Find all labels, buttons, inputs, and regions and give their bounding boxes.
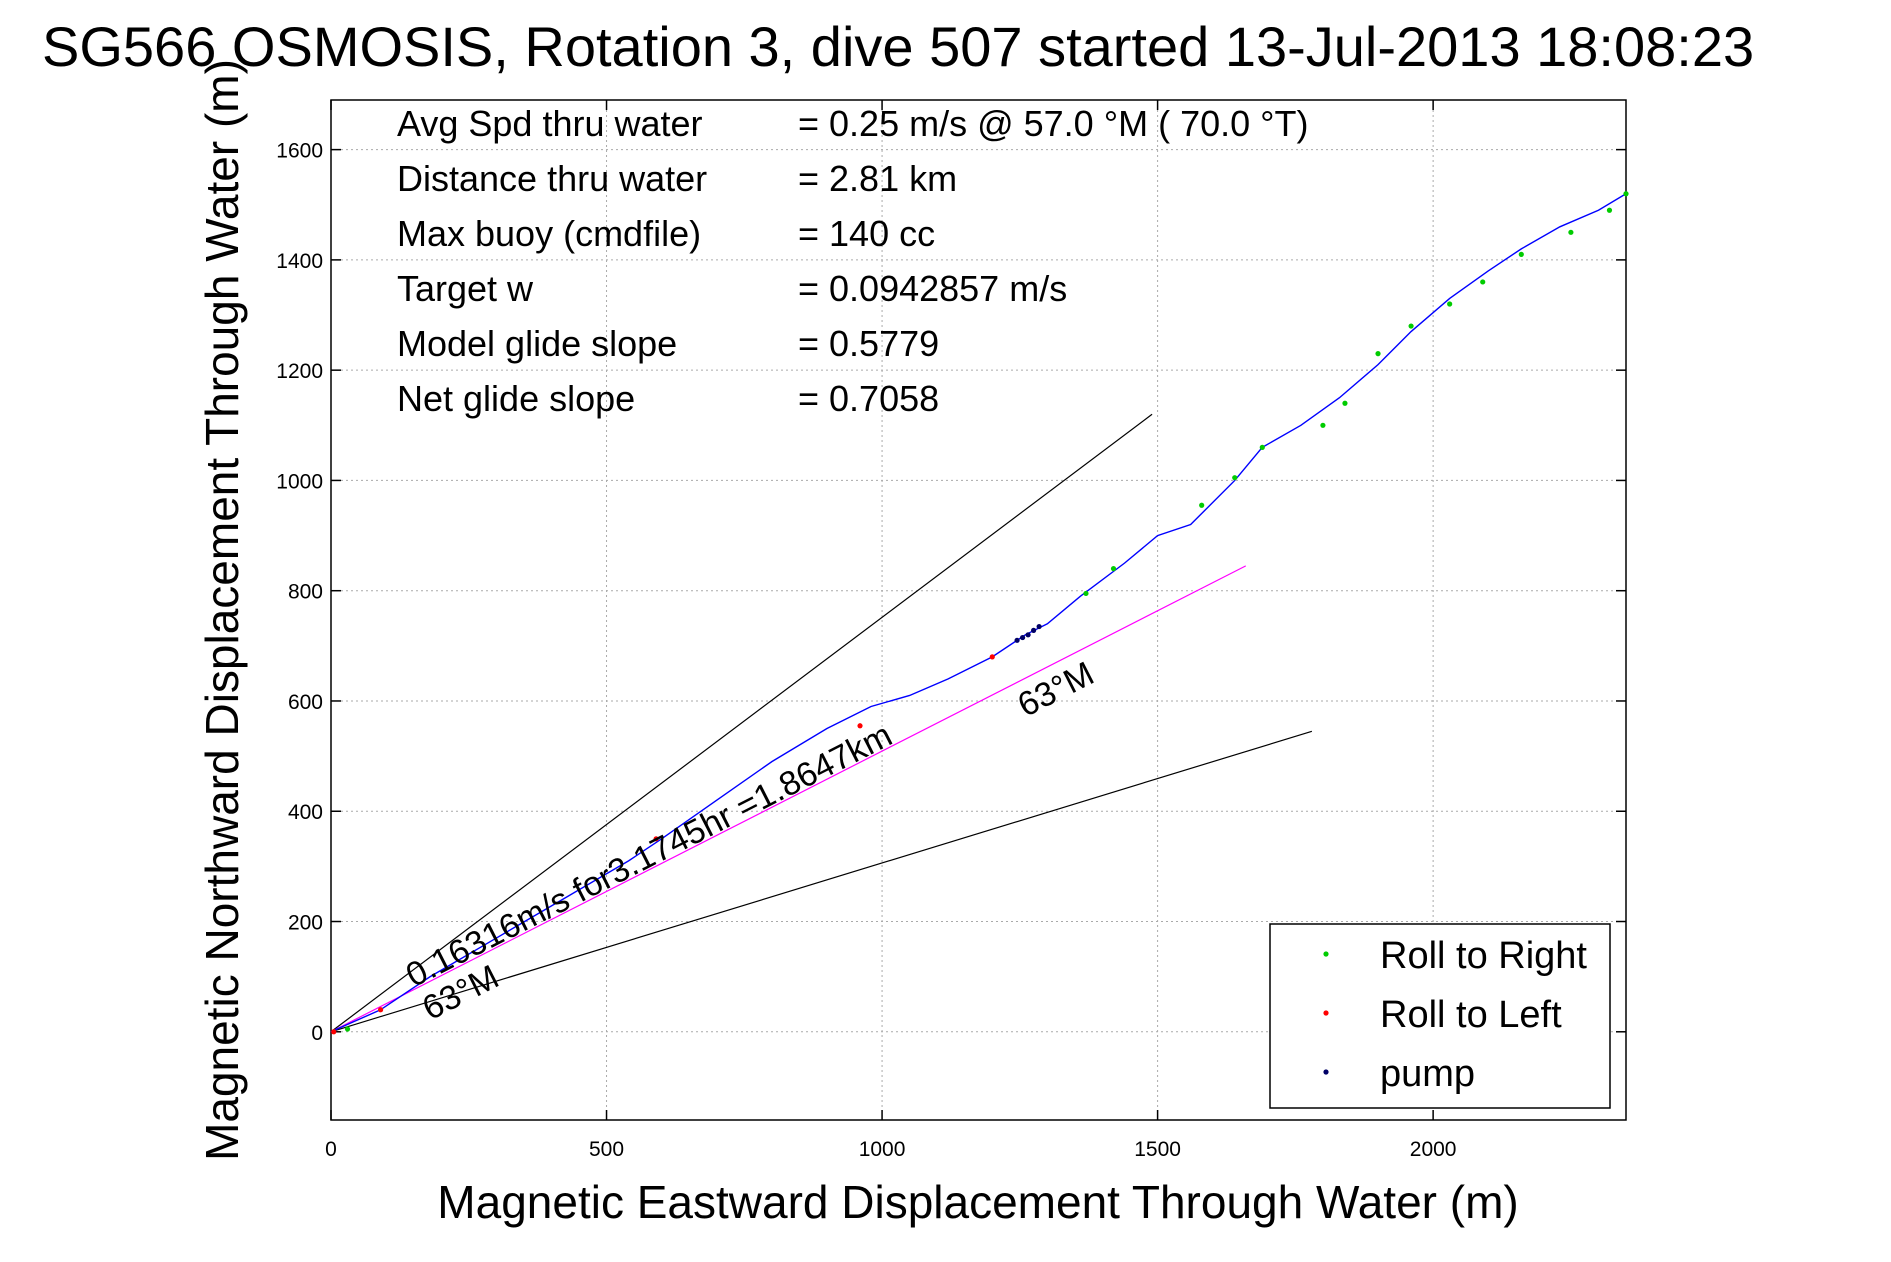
roll-right-marker: [344, 1026, 351, 1032]
y-axis-label: Magnetic Northward Displacement Through …: [196, 59, 248, 1161]
roll-right-marker: [1320, 422, 1326, 428]
roll-right-marker: [1083, 590, 1089, 597]
series-markers: [331, 191, 1629, 1035]
x-tick-label: 500: [589, 1138, 624, 1161]
plot-area: [330, 99, 1627, 1121]
track-line: [330, 193, 1627, 1033]
roll-right-marker: [1568, 229, 1574, 235]
stat-value: = 0.7058: [798, 378, 939, 419]
legend-label: Roll to Right: [1380, 935, 1587, 977]
roll-right-marker: [1259, 444, 1265, 450]
legend-marker: [1323, 951, 1329, 957]
legend-marker: [1323, 1069, 1329, 1075]
heading-line: [330, 565, 1247, 1033]
roll-left-marker: [331, 1029, 337, 1035]
roll-right-marker: [1110, 566, 1117, 572]
stat-label: Model glide slope: [397, 323, 677, 364]
legend-label: Roll to Left: [1380, 994, 1562, 1036]
roll-left-marker: [377, 1007, 384, 1013]
x-tick-label: 2000: [1410, 1138, 1457, 1161]
stat-value: = 2.81 km: [798, 158, 957, 199]
roll-right-marker: [1408, 323, 1414, 329]
y-tick-label: 1600: [276, 140, 323, 163]
stat-label: Target w: [397, 268, 534, 309]
x-axis-label: Magnetic Eastward Displacement Through W…: [437, 1176, 1518, 1228]
x-tick-label: 0: [325, 1138, 337, 1161]
y-tick-label: 200: [288, 912, 323, 935]
roll-right-marker: [1606, 207, 1613, 213]
roll-left-marker: [989, 654, 995, 660]
stat-value: = 0.0942857 m/s: [798, 268, 1067, 309]
series-lines: [330, 193, 1627, 1033]
roll-right-marker: [1447, 301, 1453, 307]
bound-line: [330, 730, 1313, 1033]
y-tick-label: 400: [288, 801, 323, 824]
stats-block: Avg Spd thru water = 0.25 m/s @ 57.0 °M (…: [397, 103, 1309, 419]
stat-value: = 0.25 m/s @ 57.0 °M ( 70.0 °T): [798, 103, 1309, 144]
bound-line: [330, 413, 1153, 1033]
roll-right-marker: [1232, 475, 1238, 481]
roll-right-marker: [1623, 191, 1629, 197]
y-tick-label: 1000: [276, 470, 323, 493]
x-tick-label: 1500: [1134, 1138, 1181, 1161]
pump-marker: [1036, 623, 1042, 630]
y-tick-label: 1200: [276, 360, 323, 383]
roll-right-marker: [1342, 400, 1348, 406]
stat-label: Max buoy (cmdfile): [397, 213, 701, 254]
annotation-label: 0.16316m/s for3.1745hr =1.8647km: [400, 716, 898, 995]
pump-marker: [1031, 627, 1037, 634]
legend-marker: [1323, 1010, 1329, 1016]
roll-right-marker: [1480, 279, 1486, 285]
y-tick-label: 800: [288, 581, 323, 604]
axis-ticks: 0 500 1000 1500 2000 0 200 400 600 800 1000 1200 140…: [276, 100, 1626, 1161]
x-tick-label: 1000: [859, 1138, 906, 1161]
y-tick-label: 1400: [276, 250, 323, 273]
legend-label: pump: [1380, 1053, 1475, 1095]
roll-left-marker: [653, 836, 659, 842]
stat-value: = 140 cc: [798, 213, 935, 254]
roll-right-marker: [1518, 251, 1524, 257]
legend: Roll to Right Roll to Left pump: [1269, 923, 1611, 1109]
pump-marker: [1014, 637, 1020, 643]
stat-label: Avg Spd thru water: [397, 103, 703, 144]
annotation-label: 63°M: [1012, 655, 1100, 725]
roll-right-marker: [1375, 351, 1381, 357]
roll-right-marker: [1199, 502, 1205, 508]
y-tick-label: 0: [311, 1022, 323, 1045]
chart-title: SG566 OSMOSIS, Rotation 3, dive 507 star…: [42, 15, 1754, 78]
stat-label: Distance thru water: [397, 158, 707, 199]
pump-marker: [1019, 634, 1026, 641]
pump-marker: [1025, 632, 1031, 638]
stat-value: = 0.5779: [798, 323, 939, 364]
roll-left-marker: [857, 723, 863, 729]
stat-label: Net glide slope: [397, 378, 635, 419]
y-tick-label: 600: [288, 691, 323, 714]
